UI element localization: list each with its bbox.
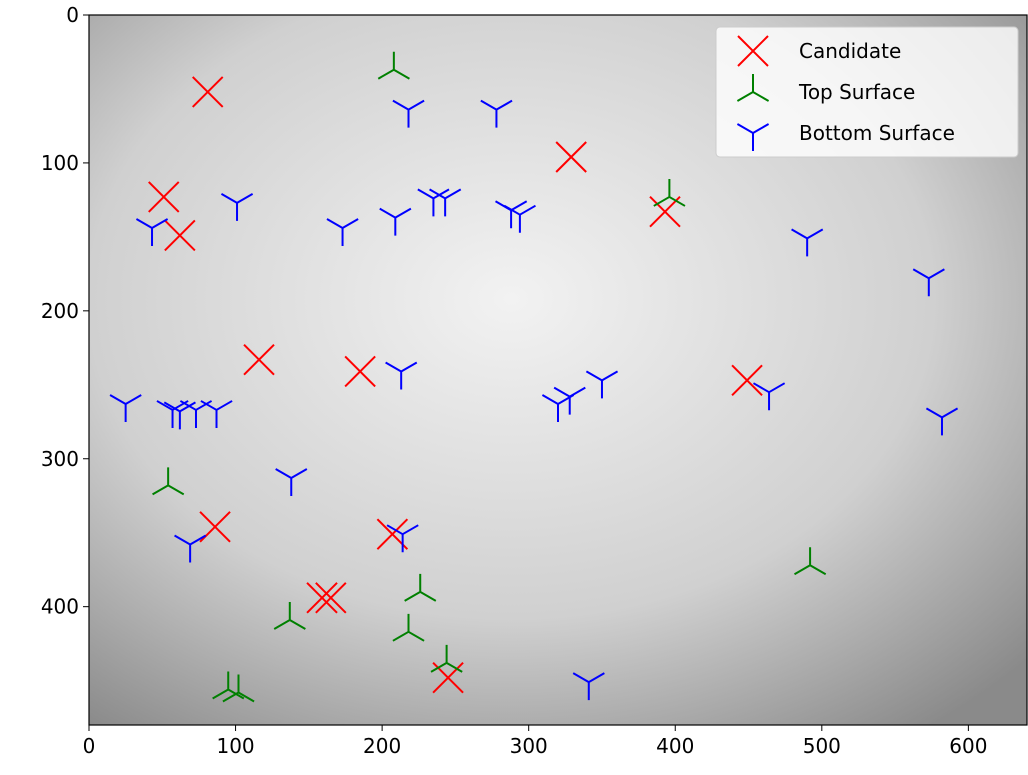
y-tick-label: 300 [41, 447, 79, 471]
x-tick-label: 200 [363, 734, 401, 758]
x-tick-label: 500 [803, 734, 841, 758]
y-tick-label: 400 [41, 595, 79, 619]
legend-label: Candidate [799, 39, 901, 63]
legend-label: Bottom Surface [799, 121, 955, 145]
x-tick-label: 0 [83, 734, 96, 758]
x-tick-label: 600 [949, 734, 987, 758]
y-tick-label: 100 [41, 151, 79, 175]
x-tick-label: 300 [510, 734, 548, 758]
legend-label: Top Surface [798, 80, 915, 104]
chart: 0 100 200 300 400 500 600 0 100 200 300 400 Candidat… [0, 0, 1028, 775]
x-tick-label: 400 [656, 734, 694, 758]
x-tick-label: 100 [216, 734, 254, 758]
y-tick-label: 0 [66, 3, 79, 27]
y-tick-label: 200 [41, 299, 79, 323]
